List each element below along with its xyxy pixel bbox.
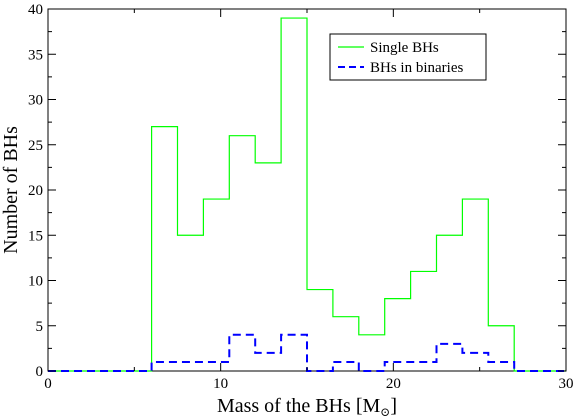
y-tick-label: 35 bbox=[28, 47, 43, 63]
x-tick-label: 0 bbox=[44, 376, 52, 392]
plot-area: 0 10 20 30 0 5 10 15 20 25 30 35 40 Single BHs BHs i… bbox=[28, 2, 574, 392]
y-tick-label: 0 bbox=[36, 364, 44, 380]
y-tick-label: 5 bbox=[36, 319, 44, 335]
series-layer bbox=[48, 17, 566, 372]
series-single-bhs bbox=[48, 17, 566, 372]
series-bhs-in-binaries bbox=[48, 333, 566, 372]
y-tick-label: 10 bbox=[28, 274, 43, 290]
ticks-layer: 0 10 20 30 0 5 10 15 20 25 30 35 40 bbox=[28, 2, 574, 392]
legend: Single BHs BHs in binaries bbox=[329, 33, 487, 81]
y-tick-label: 20 bbox=[28, 183, 43, 199]
y-axis-label: Number of BHs bbox=[0, 126, 22, 254]
x-tick-label: 30 bbox=[559, 376, 574, 392]
x-axis-label-main: Mass of the BHs [M bbox=[217, 395, 381, 417]
legend-label-single-bhs: Single BHs bbox=[370, 40, 439, 56]
x-axis-label-sub: ⊙ bbox=[380, 405, 390, 419]
legend-box bbox=[329, 33, 487, 81]
y-tick-label: 15 bbox=[28, 228, 43, 244]
x-tick-label: 20 bbox=[386, 376, 401, 392]
y-tick-label: 25 bbox=[28, 138, 43, 154]
y-tick-label: 40 bbox=[28, 2, 43, 18]
x-tick-label: 10 bbox=[213, 376, 228, 392]
y-tick-label: 30 bbox=[28, 93, 43, 109]
x-axis-label-close: ] bbox=[390, 395, 397, 417]
legend-label-bhs-in-binaries: BHs in binaries bbox=[370, 60, 463, 76]
x-axis-label: Mass of the BHs [M⊙] bbox=[217, 395, 397, 419]
